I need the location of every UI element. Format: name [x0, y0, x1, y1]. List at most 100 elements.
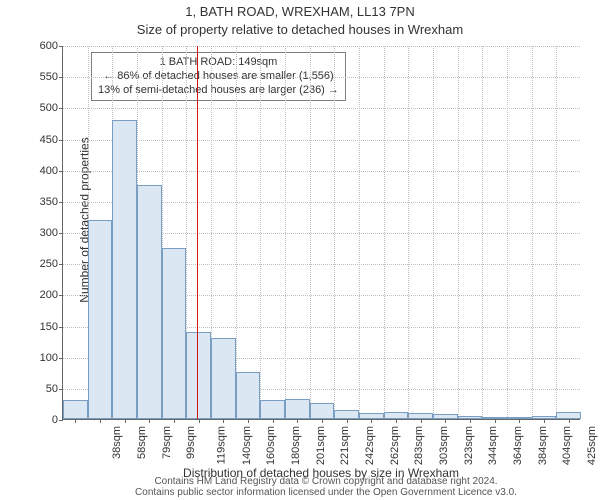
x-tick-label: 242sqm: [364, 426, 376, 465]
x-tick-label: 221sqm: [339, 426, 351, 465]
gridline-v: [334, 46, 335, 419]
y-tick-label: 550: [6, 71, 58, 83]
y-tick-mark: [59, 327, 63, 328]
x-tick-label: 283sqm: [413, 426, 425, 465]
x-tick-label: 140sqm: [241, 426, 253, 465]
x-tick-label: 160sqm: [265, 426, 277, 465]
gridline-v: [260, 46, 261, 419]
x-tick-mark: [149, 419, 150, 423]
y-tick-label: 450: [6, 134, 58, 146]
x-tick-mark: [273, 419, 274, 423]
histogram-bar: [285, 399, 310, 419]
x-tick-mark: [495, 419, 496, 423]
x-tick-label: 384sqm: [537, 426, 549, 465]
x-tick-mark: [174, 419, 175, 423]
histogram-bar: [112, 120, 137, 419]
footnote-line-2: Contains public sector information licen…: [62, 487, 590, 498]
y-tick-mark: [59, 420, 63, 421]
y-tick-label: 150: [6, 321, 58, 333]
gridline-h: [63, 46, 580, 47]
x-tick-label: 79sqm: [161, 426, 173, 459]
x-tick-label: 38sqm: [111, 426, 123, 459]
histogram-bar: [334, 410, 359, 419]
y-tick-label: 200: [6, 289, 58, 301]
y-tick-mark: [59, 108, 63, 109]
x-tick-label: 303sqm: [438, 426, 450, 465]
gridline-h: [63, 171, 580, 172]
histogram-bar: [88, 220, 113, 419]
gridline-v: [384, 46, 385, 419]
gridline-v: [285, 46, 286, 419]
x-tick-label: 99sqm: [185, 426, 197, 459]
x-tick-mark: [223, 419, 224, 423]
histogram-bar: [556, 412, 581, 419]
y-tick-mark: [59, 202, 63, 203]
gridline-h: [63, 140, 580, 141]
y-tick-label: 0: [6, 414, 58, 426]
y-tick-mark: [59, 295, 63, 296]
x-tick-mark: [569, 419, 570, 423]
x-tick-mark: [544, 419, 545, 423]
y-tick-label: 300: [6, 227, 58, 239]
histogram-bar: [310, 403, 335, 419]
histogram-bar: [162, 248, 187, 419]
gridline-v: [556, 46, 557, 419]
x-tick-mark: [100, 419, 101, 423]
gridline-v: [310, 46, 311, 419]
x-tick-mark: [347, 419, 348, 423]
x-tick-mark: [371, 419, 372, 423]
gridline-h: [63, 108, 580, 109]
histogram-bar: [63, 400, 88, 419]
y-tick-mark: [59, 264, 63, 265]
x-tick-mark: [396, 419, 397, 423]
gridline-v: [458, 46, 459, 419]
y-tick-mark: [59, 77, 63, 78]
footnote: Contains HM Land Registry data © Crown c…: [62, 476, 590, 498]
x-tick-label: 180sqm: [290, 426, 302, 465]
histogram-bar: [211, 338, 236, 419]
x-tick-label: 404sqm: [561, 426, 573, 465]
y-tick-label: 400: [6, 165, 58, 177]
gridline-v: [532, 46, 533, 419]
gridline-v: [236, 46, 237, 419]
gridline-v: [507, 46, 508, 419]
y-tick-label: 350: [6, 196, 58, 208]
x-tick-mark: [445, 419, 446, 423]
y-tick-mark: [59, 46, 63, 47]
histogram-bar: [384, 412, 409, 419]
x-tick-label: 323sqm: [463, 426, 475, 465]
x-tick-mark: [75, 419, 76, 423]
footnote-line-1: Contains HM Land Registry data © Crown c…: [62, 476, 590, 487]
histogram-bar: [137, 185, 162, 419]
x-tick-mark: [248, 419, 249, 423]
plot-area: 1 BATH ROAD: 149sqm ← 86% of detached ho…: [62, 46, 580, 420]
y-tick-label: 100: [6, 352, 58, 364]
annotation-line-3: 13% of semi-detached houses are larger (…: [98, 84, 339, 98]
gridline-v: [482, 46, 483, 419]
y-tick-mark: [59, 171, 63, 172]
y-tick-mark: [59, 358, 63, 359]
histogram-bar: [186, 332, 211, 419]
x-tick-label: 364sqm: [512, 426, 524, 465]
x-tick-mark: [125, 419, 126, 423]
x-tick-label: 119sqm: [215, 426, 227, 464]
x-tick-label: 344sqm: [487, 426, 499, 465]
chart-root: 1, BATH ROAD, WREXHAM, LL13 7PN Size of …: [0, 0, 600, 500]
x-tick-label: 201sqm: [315, 426, 327, 465]
y-tick-mark: [59, 389, 63, 390]
y-tick-label: 600: [6, 40, 58, 52]
x-tick-mark: [519, 419, 520, 423]
y-tick-mark: [59, 140, 63, 141]
annotation-line-1: 1 BATH ROAD: 149sqm: [98, 56, 339, 70]
gridline-v: [408, 46, 409, 419]
y-tick-mark: [59, 233, 63, 234]
gridline-v: [433, 46, 434, 419]
x-tick-mark: [322, 419, 323, 423]
reference-line: [197, 46, 198, 419]
histogram-bar: [236, 372, 261, 419]
x-tick-mark: [199, 419, 200, 423]
y-tick-label: 50: [6, 383, 58, 395]
x-tick-mark: [297, 419, 298, 423]
histogram-bar: [260, 400, 285, 419]
y-tick-label: 250: [6, 258, 58, 270]
